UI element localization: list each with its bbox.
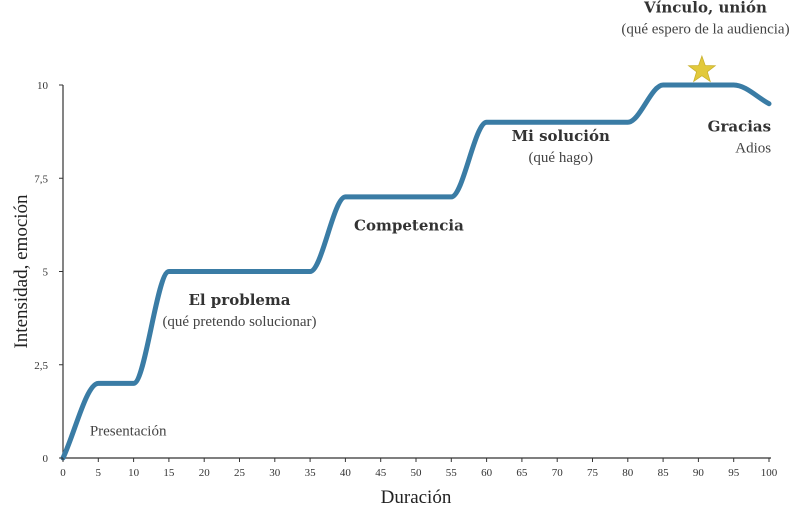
x-tick-label: 20 [199, 467, 211, 479]
annotation-vinculo-title: Vínculo, unión [643, 0, 767, 16]
x-tick-label: 10 [128, 467, 140, 479]
annotation-competencia-title: Competencia [354, 216, 464, 234]
intensity-line [60, 82, 772, 461]
y-tick-label: 0 [43, 453, 49, 465]
y-tick-label: 5 [43, 267, 49, 279]
x-tick-label: 5 [96, 467, 102, 479]
x-tick-label: 70 [552, 467, 564, 479]
x-tick-label: 25 [234, 467, 246, 479]
x-tick-label: 30 [269, 467, 281, 479]
x-tick-label: 80 [622, 467, 634, 479]
x-tick-label: 55 [446, 467, 458, 479]
annotation-problema-title: El problema [188, 291, 290, 309]
x-axis-title: Duración [381, 487, 452, 508]
star-icon [687, 54, 717, 83]
annotation-solucion-title: Mi solución [512, 127, 610, 145]
x-tick-label: 85 [658, 467, 670, 479]
x-tick-label: 0 [60, 467, 66, 479]
annotation-gracias-title: Gracias [708, 118, 771, 136]
x-tick-label: 60 [481, 467, 493, 479]
x-tick-label: 95 [728, 467, 740, 479]
x-tick-label: 45 [375, 467, 387, 479]
annotation-solucion-subtitle: (qué hago) [528, 150, 593, 166]
x-tick-label: 15 [163, 467, 175, 479]
x-tick-label: 35 [305, 467, 317, 479]
y-tick-label: 7,5 [34, 173, 48, 185]
y-axis-title: Intensidad, emoción [11, 194, 32, 349]
x-tick-label: 75 [587, 467, 599, 479]
x-tick-label: 50 [411, 467, 423, 479]
annotation-problema-subtitle: (qué pretendo solucionar) [162, 314, 316, 330]
x-tick-label: 100 [761, 467, 778, 479]
x-tick-label: 90 [693, 467, 705, 479]
annotation-gracias-subtitle: Adios [735, 141, 771, 157]
y-tick-label: 2,5 [34, 360, 48, 372]
annotation-vinculo-subtitle: (qué espero de la audiencia) [621, 21, 789, 37]
y-tick-label: 10 [37, 80, 49, 92]
annotation-presentacion-subtitle: Presentación [90, 424, 167, 440]
x-tick-label: 65 [516, 467, 528, 479]
x-tick-label: 40 [340, 467, 352, 479]
